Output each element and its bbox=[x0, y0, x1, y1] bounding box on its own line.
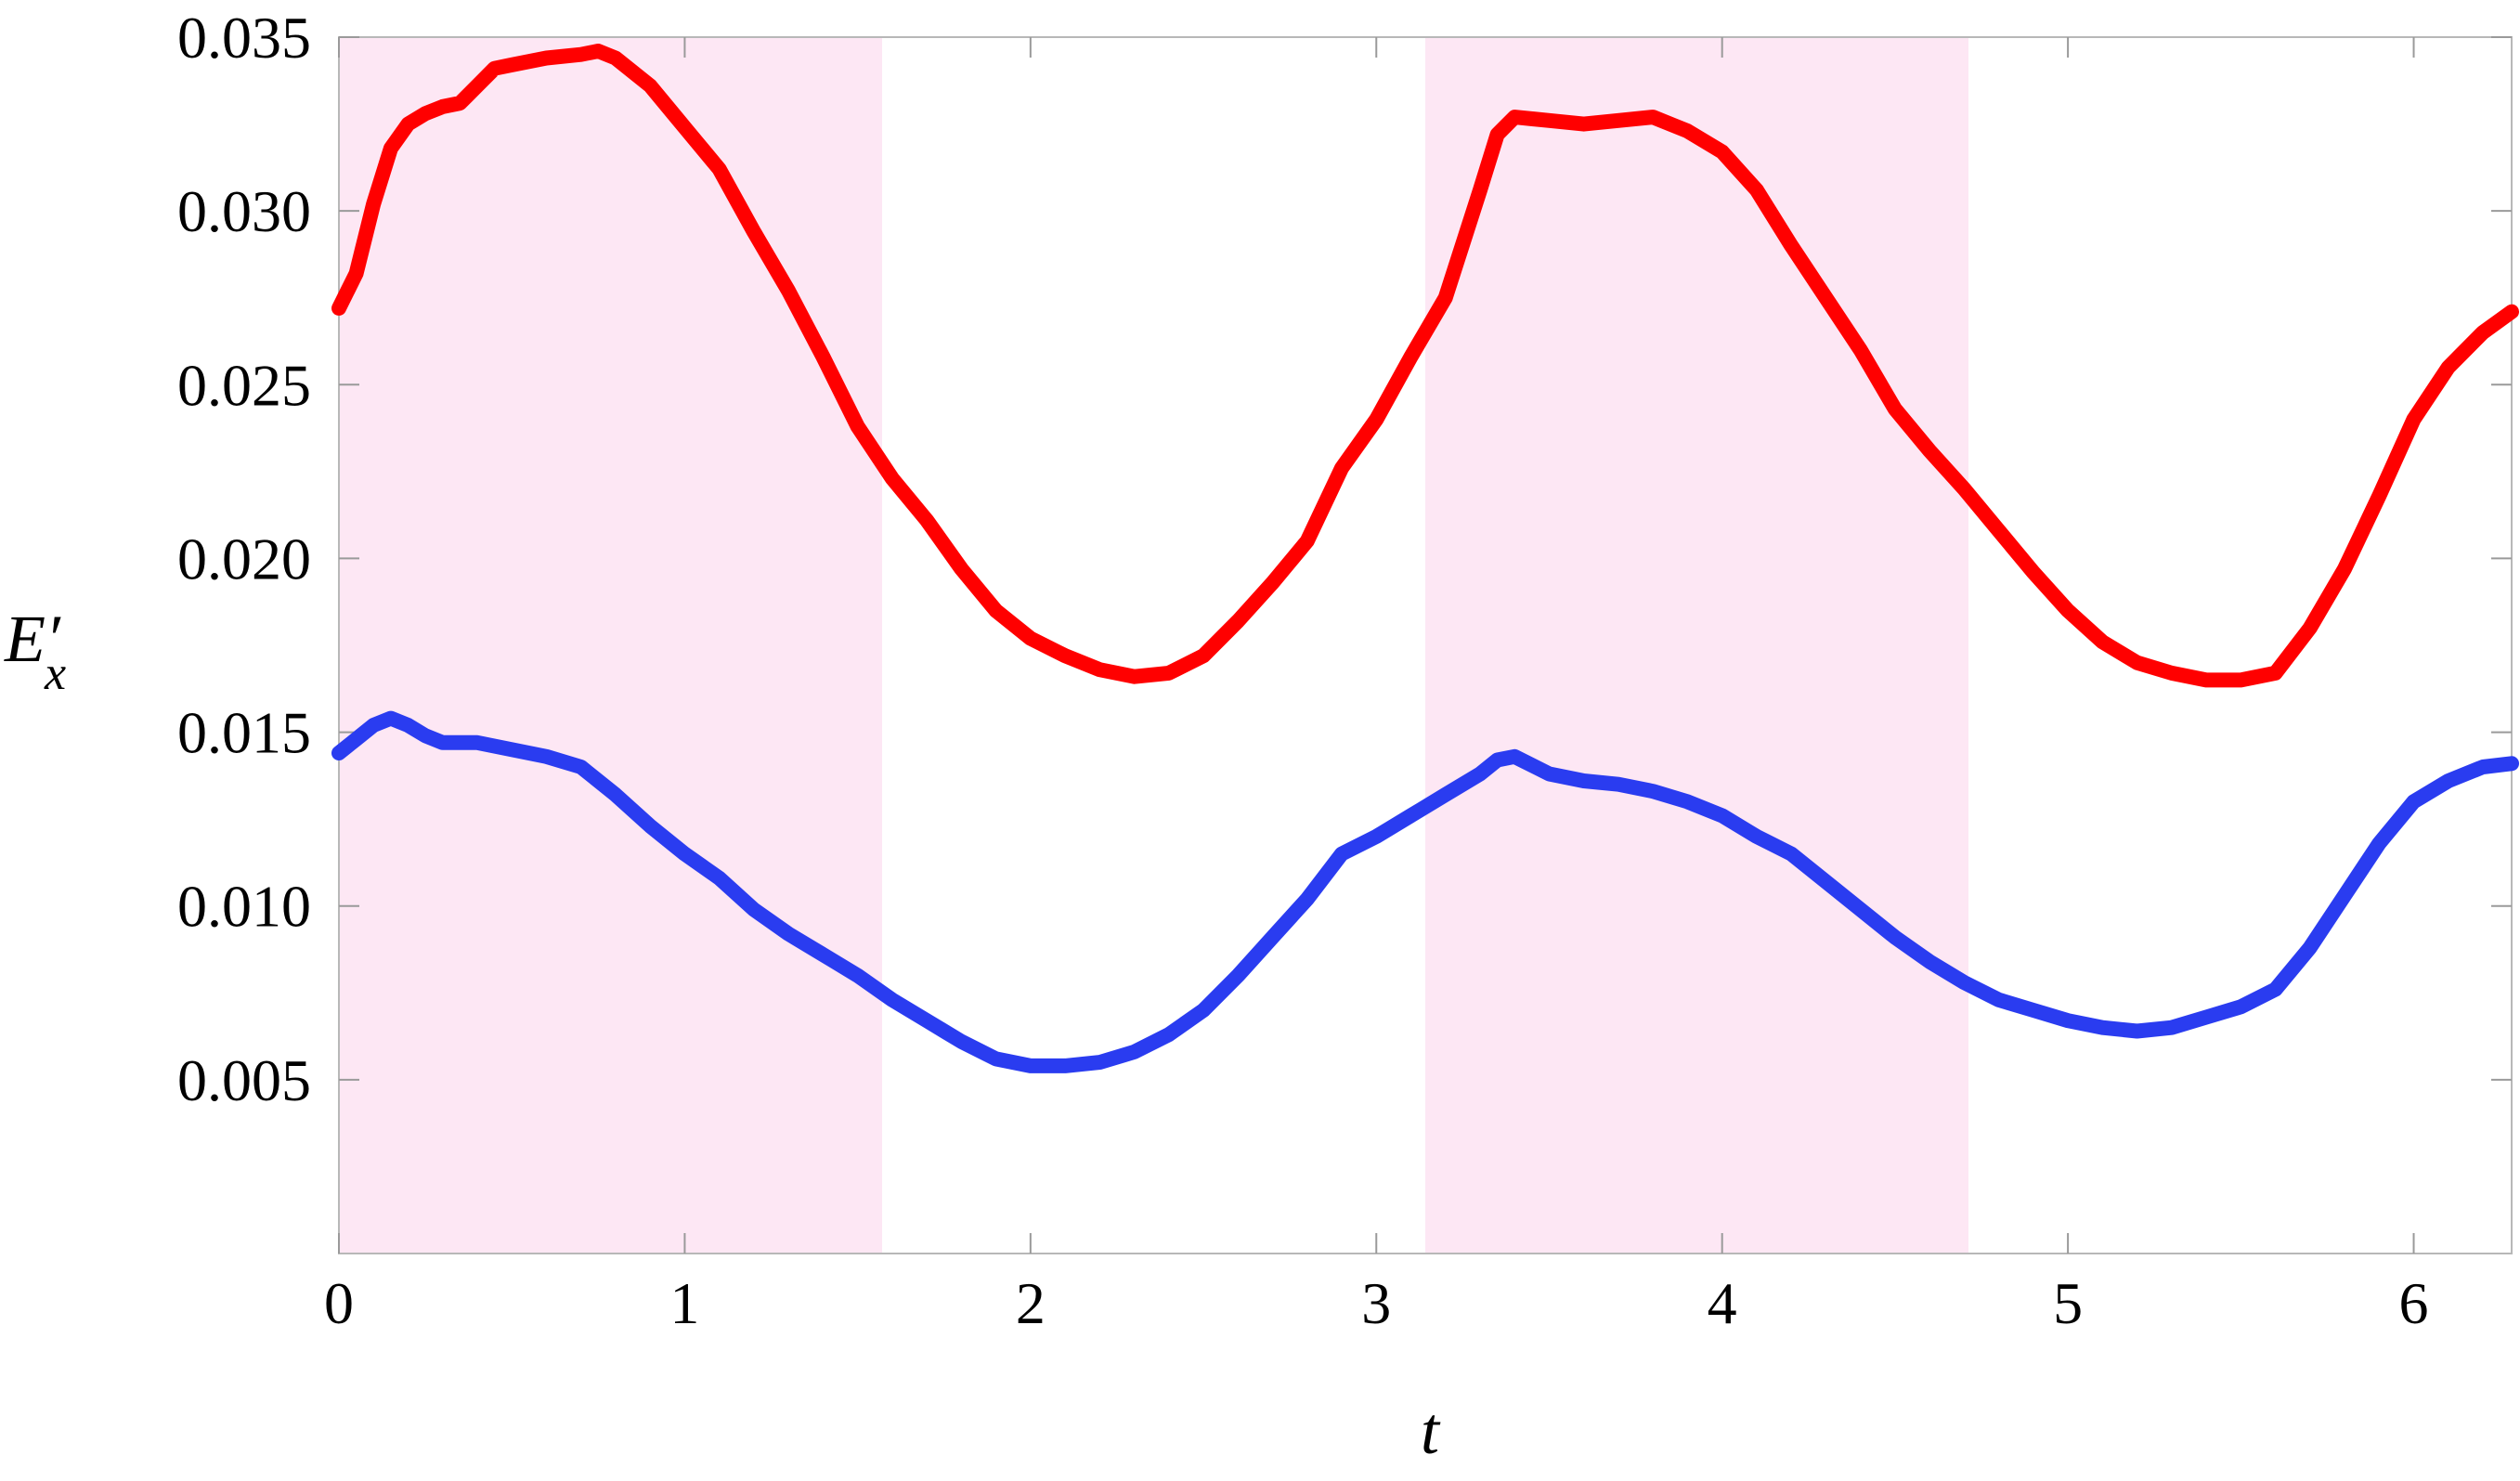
x-tick-label: 2 bbox=[1016, 1270, 1046, 1336]
y-axis-label: E′ x bbox=[4, 602, 66, 700]
shaded-interval-0 bbox=[339, 37, 882, 1254]
y-tick-label: 0.035 bbox=[177, 5, 311, 71]
series bbox=[331, 44, 2519, 1073]
x-tick-label: 1 bbox=[669, 1270, 699, 1336]
ticks bbox=[338, 36, 2512, 1254]
y-axis-label-subscript: x bbox=[44, 647, 66, 700]
svg-text:E′: E′ bbox=[4, 602, 61, 676]
y-axis-label-prime: ′ bbox=[45, 602, 61, 676]
tick-labels: 0 1 2 3 4 5 6 0.005 0.010 0.015 0.020 0.025 0.030 0.0… bbox=[177, 5, 2429, 1336]
series-line-0 bbox=[331, 44, 2519, 688]
y-tick-label: 0.010 bbox=[177, 874, 311, 940]
shaded-intervals bbox=[339, 37, 1968, 1254]
x-tick-label: 6 bbox=[2399, 1270, 2429, 1336]
shaded-interval-1 bbox=[1425, 37, 1968, 1254]
y-tick-label: 0.015 bbox=[177, 700, 311, 766]
x-tick-label: 4 bbox=[1708, 1270, 1737, 1336]
x-tick-label: 5 bbox=[2053, 1270, 2083, 1336]
plot-frame bbox=[338, 36, 2513, 1254]
y-axis-label-main: E bbox=[4, 602, 45, 676]
y-tick-label: 0.020 bbox=[177, 526, 311, 591]
series-line-1 bbox=[331, 710, 2519, 1073]
x-tick-label: 0 bbox=[324, 1270, 354, 1336]
x-axis-label: t bbox=[1421, 1394, 1441, 1468]
y-tick-label: 0.005 bbox=[177, 1047, 311, 1113]
x-tick-label: 3 bbox=[1361, 1270, 1391, 1336]
y-tick-label: 0.025 bbox=[177, 352, 311, 418]
y-tick-label: 0.030 bbox=[177, 178, 311, 244]
